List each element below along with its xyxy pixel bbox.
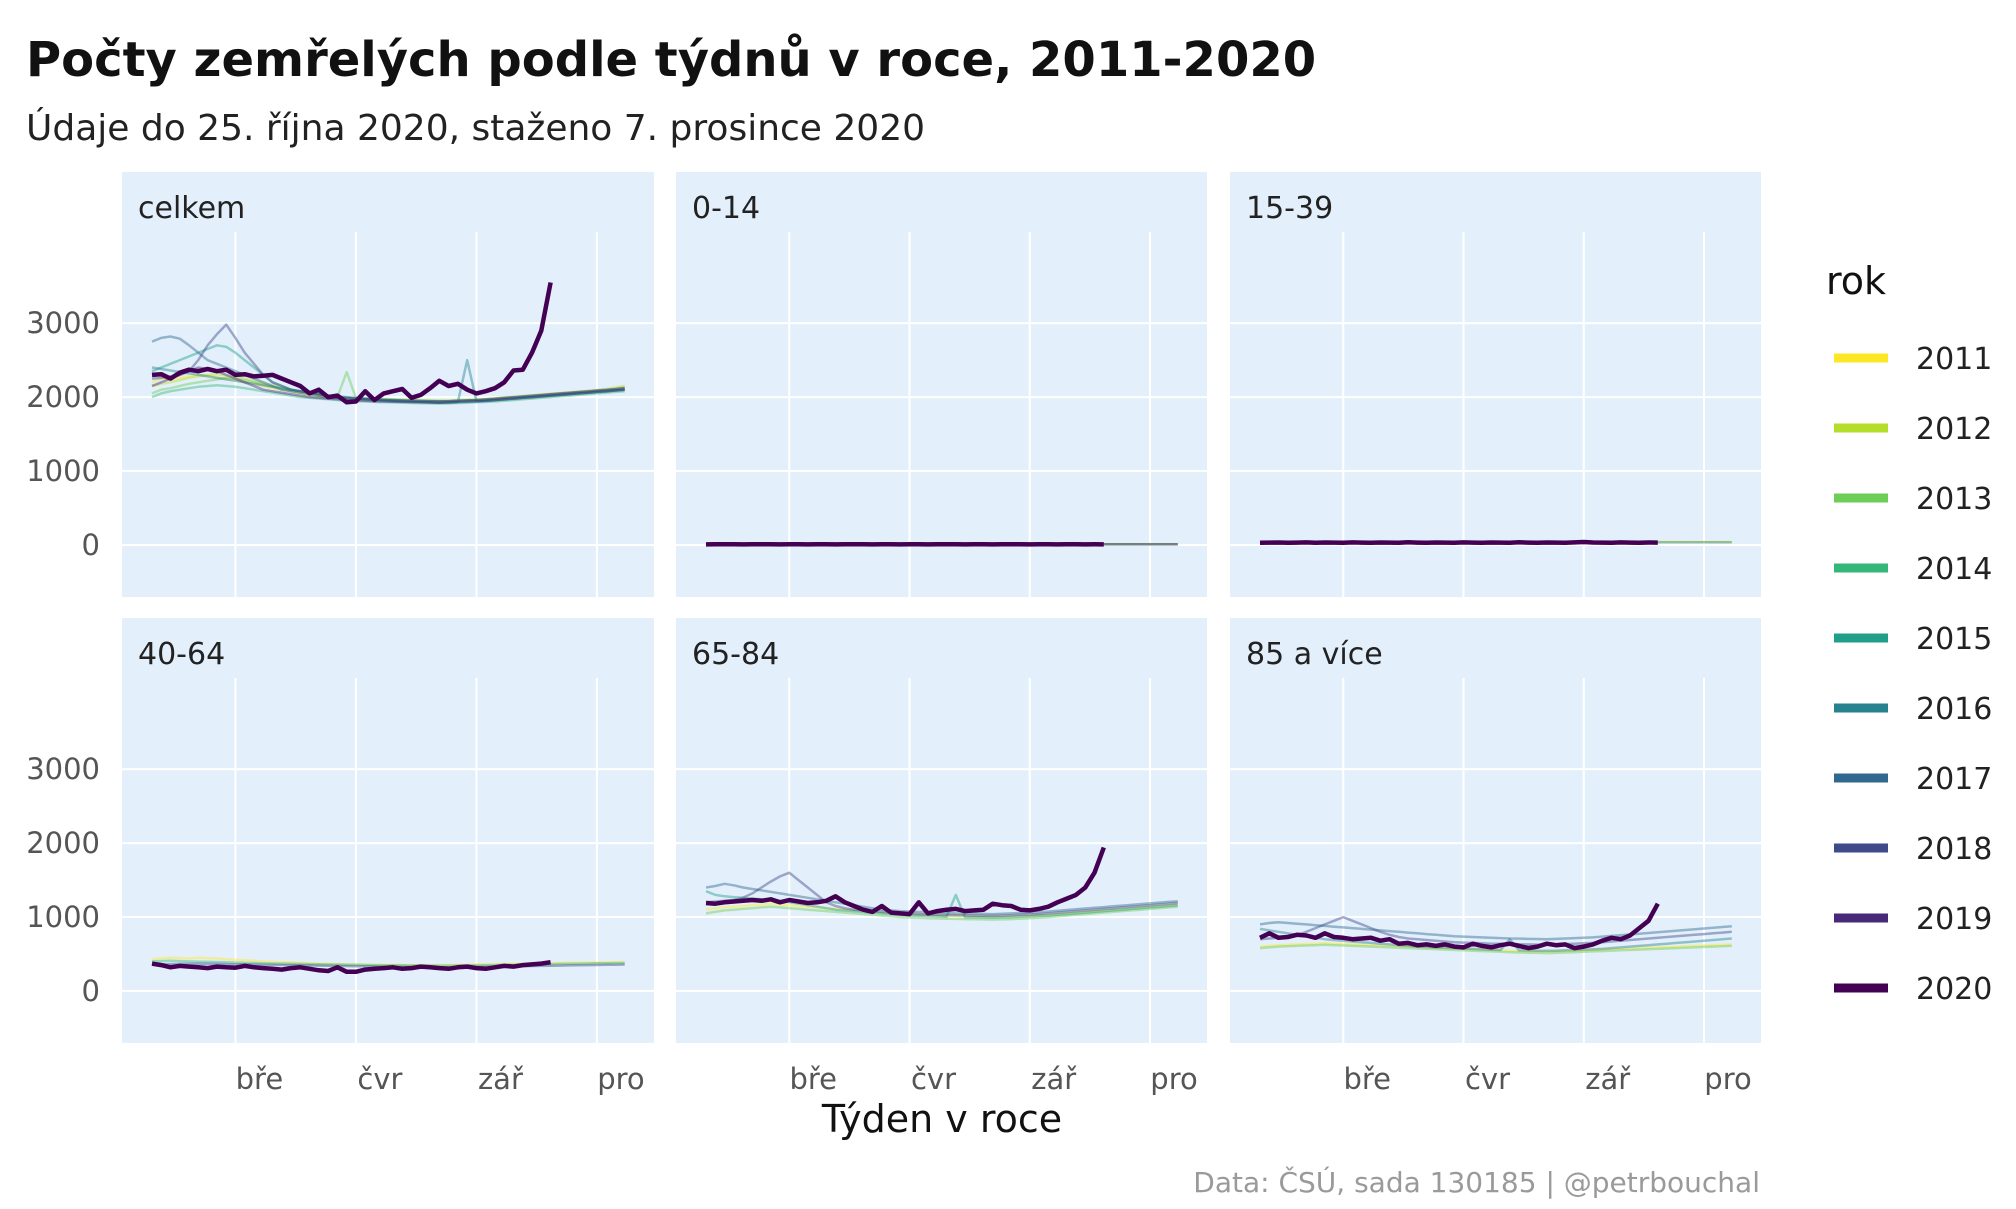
series-line-2016 <box>1259 927 1732 953</box>
panel-3: 40-64 <box>122 618 654 1043</box>
panel-background <box>1230 172 1761 597</box>
panel-background <box>676 172 1207 597</box>
series-line-2012 <box>151 372 625 402</box>
panel-1: 0-14 <box>676 172 1207 597</box>
legend-item-2020: 2020 <box>1834 972 1992 1007</box>
panel-2: 15-39 <box>1230 172 1761 597</box>
series-line-2020 <box>1259 902 1660 951</box>
y-tick-label: 0 <box>82 974 100 1008</box>
chart-subtitle: Údaje do 25. října 2020, staženo 7. pros… <box>26 107 925 149</box>
series-line-2018 <box>151 323 625 403</box>
panel-background <box>676 618 1207 1043</box>
series-line-2018 <box>1259 915 1732 947</box>
legend-item-2014: 2014 <box>1834 552 1992 587</box>
series-line-2011 <box>705 902 1178 919</box>
x-tick-label: pro <box>1704 1062 1751 1096</box>
x-tick-label: bře <box>1343 1062 1391 1096</box>
y-tick-label: 0 <box>82 528 100 562</box>
legend-label: 2016 <box>1916 692 1992 727</box>
legend-item-2017: 2017 <box>1834 762 1992 797</box>
legend-item-2013: 2013 <box>1834 482 1992 517</box>
y-tick-label: 1000 <box>26 900 100 934</box>
x-axis-title: Týden v roce <box>821 1097 1062 1141</box>
series-line-2018 <box>705 871 1178 918</box>
legend-label: 2019 <box>1916 902 1992 937</box>
legend-label: 2014 <box>1916 552 1992 587</box>
x-tick-label: čvr <box>911 1062 956 1096</box>
legend-item-2019: 2019 <box>1834 902 1992 937</box>
legend: rok 2011 2012 2013 2014 2015 2016 2017 2018 2019… <box>1826 259 1992 1007</box>
series-line-2017 <box>1259 920 1732 941</box>
legend-item-2012: 2012 <box>1834 412 1992 447</box>
series-line-2019 <box>151 366 625 404</box>
series-line-2013 <box>1259 943 1732 955</box>
x-tick-label: zář <box>1585 1062 1631 1096</box>
series-line-2017 <box>151 335 625 403</box>
legend-label: 2018 <box>1916 832 1992 867</box>
x-tick-label: čvr <box>1465 1062 1510 1096</box>
panel-label: 0-14 <box>692 191 760 226</box>
chart-title: Počty zemřelých podle týdnů v roce, 2011… <box>26 32 1316 88</box>
y-tick-label: 2000 <box>26 826 100 860</box>
panel-label: 40-64 <box>138 637 225 672</box>
panel-background <box>122 172 654 597</box>
series-line-2016 <box>151 358 625 404</box>
y-tick-label: 3000 <box>26 306 100 340</box>
panel-4: 65-84 <box>676 618 1207 1043</box>
legend-label: 2015 <box>1916 622 1992 657</box>
y-tick-label: 2000 <box>26 380 100 414</box>
legend-label: 2011 <box>1916 342 1992 377</box>
panel-label: celkem <box>138 191 245 226</box>
series-line-2014 <box>151 384 625 405</box>
legend-label: 2020 <box>1916 972 1992 1007</box>
panel-background <box>1230 618 1761 1043</box>
legend-item-2016: 2016 <box>1834 692 1992 727</box>
legend-label: 2017 <box>1916 762 1992 797</box>
legend-item-2015: 2015 <box>1834 622 1992 657</box>
series-line-2011 <box>1259 942 1732 953</box>
legend-item-2011: 2011 <box>1834 342 1992 377</box>
series-line-2017 <box>705 882 1178 916</box>
x-tick-label: zář <box>1031 1062 1077 1096</box>
panel-label: 15-39 <box>1246 191 1333 226</box>
panel-0: celkem <box>122 172 654 597</box>
series-line-2020 <box>1259 539 1658 546</box>
series-line-2013 <box>151 370 625 403</box>
y-tick-label: 3000 <box>26 752 100 786</box>
panel-background <box>122 618 654 1043</box>
x-tick-label: bře <box>789 1062 837 1096</box>
facet-panels: celkem 0 1000 2000 3000 0-14 15-39 40-64 0 1000 20… <box>26 172 1761 1096</box>
x-tick-label: pro <box>1150 1062 1197 1096</box>
series-line-2011 <box>151 373 625 403</box>
series-line-2020 <box>151 959 551 975</box>
caption: Data: ČSÚ, sada 130185 | @petrbouchal <box>1193 1165 1760 1199</box>
x-tick-label: bře <box>236 1062 284 1096</box>
x-tick-label: zář <box>478 1062 524 1096</box>
x-tick-label: čvr <box>357 1062 402 1096</box>
panel-5: 85 a více <box>1230 618 1761 1043</box>
legend-label: 2013 <box>1916 482 1992 517</box>
legend-title: rok <box>1826 259 1886 303</box>
series-line-2015 <box>151 344 625 405</box>
series-line-2020 <box>151 282 553 405</box>
panel-label: 65-84 <box>692 637 779 672</box>
legend-label: 2012 <box>1916 412 1992 447</box>
x-tick-label: pro <box>597 1062 644 1096</box>
series-line-2013 <box>705 905 1178 921</box>
y-tick-label: 1000 <box>26 454 100 488</box>
series-line-2020 <box>705 846 1106 917</box>
panel-label: 85 a více <box>1246 637 1383 672</box>
legend-item-2018: 2018 <box>1834 832 1992 867</box>
